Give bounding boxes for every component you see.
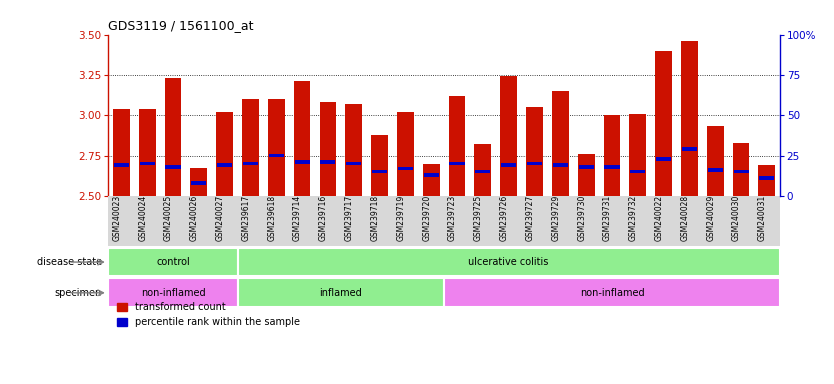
Bar <box>605 165 620 169</box>
Bar <box>759 176 775 180</box>
Text: specimen: specimen <box>54 288 102 298</box>
Bar <box>450 162 465 166</box>
Bar <box>190 169 207 196</box>
Bar <box>113 109 130 196</box>
Bar <box>138 109 156 196</box>
Bar <box>346 162 361 166</box>
Bar <box>319 102 336 196</box>
Bar <box>191 181 206 185</box>
Bar <box>164 78 181 196</box>
Bar <box>294 160 309 164</box>
Bar <box>682 147 697 151</box>
Bar <box>734 170 749 174</box>
Bar <box>243 162 258 166</box>
Bar <box>449 96 465 196</box>
Bar <box>269 154 284 157</box>
Bar <box>500 76 517 196</box>
Bar <box>424 173 439 177</box>
Bar <box>527 162 542 166</box>
Bar <box>217 164 232 167</box>
Bar <box>526 107 543 196</box>
Text: disease state: disease state <box>37 257 102 267</box>
Text: non-inflamed: non-inflamed <box>141 288 205 298</box>
Bar <box>108 248 238 276</box>
Bar <box>444 278 780 307</box>
Bar <box>398 167 413 170</box>
Bar <box>707 126 724 196</box>
Bar <box>604 115 620 196</box>
Bar <box>579 165 594 169</box>
Bar <box>238 248 780 276</box>
Bar <box>371 134 388 196</box>
Bar <box>578 154 595 196</box>
Bar <box>475 170 490 174</box>
Bar <box>108 278 238 307</box>
Bar <box>113 164 129 167</box>
Bar <box>552 91 569 196</box>
Bar <box>216 112 233 196</box>
Bar <box>656 51 672 196</box>
Text: control: control <box>156 257 190 267</box>
Text: inflamed: inflamed <box>319 288 362 298</box>
Bar <box>681 41 698 196</box>
Bar <box>242 99 259 196</box>
Bar <box>475 144 491 196</box>
Bar <box>372 170 387 174</box>
Bar <box>732 142 750 196</box>
Bar <box>238 278 444 307</box>
Bar <box>758 165 776 196</box>
Text: ulcerative colitis: ulcerative colitis <box>469 257 549 267</box>
Bar <box>501 164 516 167</box>
Bar <box>708 168 723 172</box>
Bar <box>631 170 646 174</box>
Bar <box>553 164 568 167</box>
Bar <box>423 164 440 196</box>
Bar <box>268 99 284 196</box>
Bar <box>397 112 414 196</box>
Legend: transformed count, percentile rank within the sample: transformed count, percentile rank withi… <box>113 298 304 331</box>
Text: non-inflamed: non-inflamed <box>580 288 644 298</box>
Bar <box>630 114 646 196</box>
Text: GDS3119 / 1561100_at: GDS3119 / 1561100_at <box>108 19 254 32</box>
Bar <box>139 162 154 166</box>
Bar <box>294 81 310 196</box>
Bar <box>165 165 180 169</box>
Bar <box>656 157 671 161</box>
Bar <box>320 160 335 164</box>
Bar <box>345 104 362 196</box>
